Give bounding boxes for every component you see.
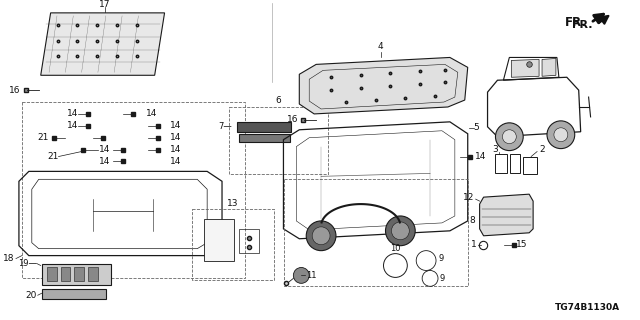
Text: 13: 13 bbox=[227, 199, 239, 208]
Circle shape bbox=[293, 268, 309, 283]
Text: 21: 21 bbox=[47, 152, 58, 161]
Circle shape bbox=[306, 221, 336, 251]
Text: 9: 9 bbox=[438, 254, 444, 263]
Text: FR.: FR. bbox=[572, 20, 592, 30]
Bar bbox=[284, 179, 468, 286]
Text: 14: 14 bbox=[146, 109, 157, 118]
Bar bbox=[42, 264, 111, 285]
Bar bbox=[524, 156, 537, 174]
Text: 9: 9 bbox=[440, 274, 445, 283]
Text: 21: 21 bbox=[37, 133, 49, 142]
Text: 16: 16 bbox=[287, 116, 298, 124]
Bar bbox=[47, 268, 56, 281]
Bar bbox=[510, 154, 520, 173]
Polygon shape bbox=[511, 60, 539, 77]
Text: 17: 17 bbox=[99, 0, 111, 10]
Polygon shape bbox=[479, 194, 533, 236]
Bar bbox=[22, 102, 245, 278]
Circle shape bbox=[312, 227, 330, 245]
Circle shape bbox=[554, 128, 568, 142]
Bar bbox=[237, 122, 291, 132]
Bar bbox=[42, 289, 106, 299]
Text: 14: 14 bbox=[99, 145, 110, 154]
Text: 14: 14 bbox=[67, 121, 78, 130]
Polygon shape bbox=[41, 13, 164, 75]
Text: 7—: 7— bbox=[218, 122, 232, 131]
Text: TG74B1130A: TG74B1130A bbox=[555, 303, 620, 312]
Text: 20: 20 bbox=[26, 291, 36, 300]
Text: 16: 16 bbox=[10, 86, 21, 95]
Bar bbox=[239, 229, 259, 252]
Text: 8: 8 bbox=[470, 216, 476, 225]
Circle shape bbox=[495, 123, 524, 151]
Text: 15: 15 bbox=[516, 240, 528, 249]
Text: 18: 18 bbox=[3, 254, 14, 263]
Polygon shape bbox=[542, 59, 556, 76]
Circle shape bbox=[502, 130, 516, 144]
Bar bbox=[88, 268, 98, 281]
Text: 2: 2 bbox=[539, 145, 545, 154]
Circle shape bbox=[392, 222, 409, 240]
Circle shape bbox=[547, 121, 575, 148]
Text: 10: 10 bbox=[390, 244, 401, 252]
Text: 14: 14 bbox=[170, 157, 181, 166]
Bar bbox=[192, 209, 273, 280]
Bar bbox=[239, 134, 291, 142]
Text: 4: 4 bbox=[378, 42, 383, 51]
Bar bbox=[495, 154, 508, 173]
Text: 5: 5 bbox=[474, 123, 479, 132]
Text: FR.: FR. bbox=[565, 16, 587, 29]
Text: 14: 14 bbox=[99, 157, 110, 166]
Text: 3: 3 bbox=[493, 145, 499, 154]
Bar bbox=[61, 268, 70, 281]
Text: 1: 1 bbox=[471, 240, 477, 249]
Polygon shape bbox=[300, 58, 468, 114]
Bar bbox=[74, 268, 84, 281]
Text: 14: 14 bbox=[170, 133, 181, 142]
Text: 19—: 19— bbox=[18, 259, 36, 268]
Text: 14: 14 bbox=[170, 145, 181, 154]
Bar bbox=[204, 219, 234, 260]
Text: 14: 14 bbox=[475, 152, 486, 161]
Circle shape bbox=[385, 216, 415, 246]
Text: 11: 11 bbox=[306, 271, 317, 280]
Text: 14: 14 bbox=[67, 109, 78, 118]
Text: 6: 6 bbox=[276, 96, 282, 105]
Text: 12: 12 bbox=[463, 193, 475, 202]
Bar bbox=[229, 107, 328, 174]
Text: 14: 14 bbox=[170, 121, 181, 130]
